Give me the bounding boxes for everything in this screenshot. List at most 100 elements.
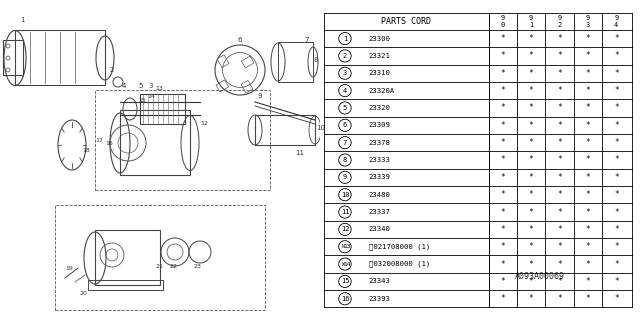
Text: *: * <box>529 242 533 251</box>
Text: 5: 5 <box>138 83 142 89</box>
Text: 7: 7 <box>304 37 308 43</box>
Text: *: * <box>614 69 619 78</box>
Text: 5: 5 <box>343 105 347 111</box>
Text: 4: 4 <box>122 83 126 89</box>
Text: 9
2: 9 2 <box>557 15 562 28</box>
Text: *: * <box>614 208 619 217</box>
Text: 23337: 23337 <box>369 209 390 215</box>
Text: *: * <box>500 242 505 251</box>
Bar <box>216 80 228 92</box>
Text: *: * <box>500 225 505 234</box>
Text: N: N <box>342 244 344 249</box>
Text: *: * <box>557 277 562 286</box>
Text: *: * <box>557 52 562 60</box>
Text: *: * <box>500 121 505 130</box>
Text: 9: 9 <box>258 93 262 99</box>
Bar <box>15 30 105 85</box>
Bar <box>88 280 163 290</box>
Bar <box>255 115 315 145</box>
Text: *: * <box>614 86 619 95</box>
Text: *: * <box>557 208 562 217</box>
Text: *: * <box>557 34 562 43</box>
Text: *: * <box>529 225 533 234</box>
Text: *: * <box>557 294 562 303</box>
Text: W: W <box>342 261 344 267</box>
Text: *: * <box>586 225 590 234</box>
Text: *: * <box>500 294 505 303</box>
Text: *: * <box>557 260 562 268</box>
Text: *: * <box>529 52 533 60</box>
Bar <box>140 94 185 124</box>
Text: PARTS CORD: PARTS CORD <box>381 17 431 26</box>
Text: *: * <box>500 69 505 78</box>
Text: *: * <box>586 121 590 130</box>
Text: *: * <box>529 86 533 95</box>
Text: *: * <box>557 173 562 182</box>
Text: 15: 15 <box>138 98 146 103</box>
Text: 23320: 23320 <box>369 105 390 111</box>
Bar <box>241 56 254 68</box>
Text: *: * <box>529 277 533 286</box>
Text: 14: 14 <box>344 261 351 267</box>
Text: 6: 6 <box>238 37 243 43</box>
Text: 9
1: 9 1 <box>529 15 533 28</box>
Text: 9
3: 9 3 <box>586 15 590 28</box>
Text: *: * <box>586 34 590 43</box>
Text: *: * <box>529 294 533 303</box>
Text: 20: 20 <box>80 291 88 296</box>
Text: 9
0: 9 0 <box>500 15 505 28</box>
Text: *: * <box>614 294 619 303</box>
Text: 21: 21 <box>155 264 163 269</box>
Text: *: * <box>614 190 619 199</box>
Text: 7: 7 <box>343 140 347 146</box>
Text: 23378: 23378 <box>369 140 390 146</box>
Text: *: * <box>500 138 505 147</box>
Text: *: * <box>586 242 590 251</box>
Text: 23480: 23480 <box>369 192 390 198</box>
Text: *: * <box>500 86 505 95</box>
Text: 3: 3 <box>148 83 152 89</box>
Text: *: * <box>500 34 505 43</box>
Text: *: * <box>614 173 619 182</box>
Text: *: * <box>557 103 562 112</box>
Text: 23320A: 23320A <box>369 88 395 94</box>
Bar <box>241 80 253 93</box>
Text: *: * <box>557 69 562 78</box>
Text: 16: 16 <box>105 141 113 146</box>
Text: 4: 4 <box>343 88 347 94</box>
Text: *: * <box>557 225 562 234</box>
Text: *: * <box>586 138 590 147</box>
Text: *: * <box>557 138 562 147</box>
Text: *: * <box>557 121 562 130</box>
Text: *: * <box>529 260 533 268</box>
Text: *: * <box>614 242 619 251</box>
Text: 23393: 23393 <box>369 296 390 302</box>
Text: *: * <box>529 69 533 78</box>
Text: *: * <box>529 208 533 217</box>
Text: *: * <box>586 190 590 199</box>
Text: 1: 1 <box>20 17 24 23</box>
Text: *: * <box>500 208 505 217</box>
Text: *: * <box>529 156 533 164</box>
Text: *: * <box>529 190 533 199</box>
Text: 6: 6 <box>343 122 347 128</box>
Text: *: * <box>586 103 590 112</box>
Text: Ⓦ032008000 (1): Ⓦ032008000 (1) <box>369 261 430 268</box>
Text: *: * <box>500 173 505 182</box>
Text: 8: 8 <box>343 157 347 163</box>
Bar <box>217 55 229 68</box>
Text: 23333: 23333 <box>369 157 390 163</box>
Text: *: * <box>500 52 505 60</box>
Text: 13: 13 <box>155 86 163 91</box>
Text: 23: 23 <box>194 264 202 269</box>
Text: *: * <box>586 208 590 217</box>
Text: 8: 8 <box>314 57 319 63</box>
Text: *: * <box>586 294 590 303</box>
Text: 10: 10 <box>316 125 325 131</box>
Text: 23309: 23309 <box>369 122 390 128</box>
Text: 19: 19 <box>65 266 73 271</box>
Text: *: * <box>557 190 562 199</box>
Text: 13: 13 <box>344 244 351 249</box>
Text: *: * <box>529 121 533 130</box>
Text: 22: 22 <box>170 264 178 269</box>
